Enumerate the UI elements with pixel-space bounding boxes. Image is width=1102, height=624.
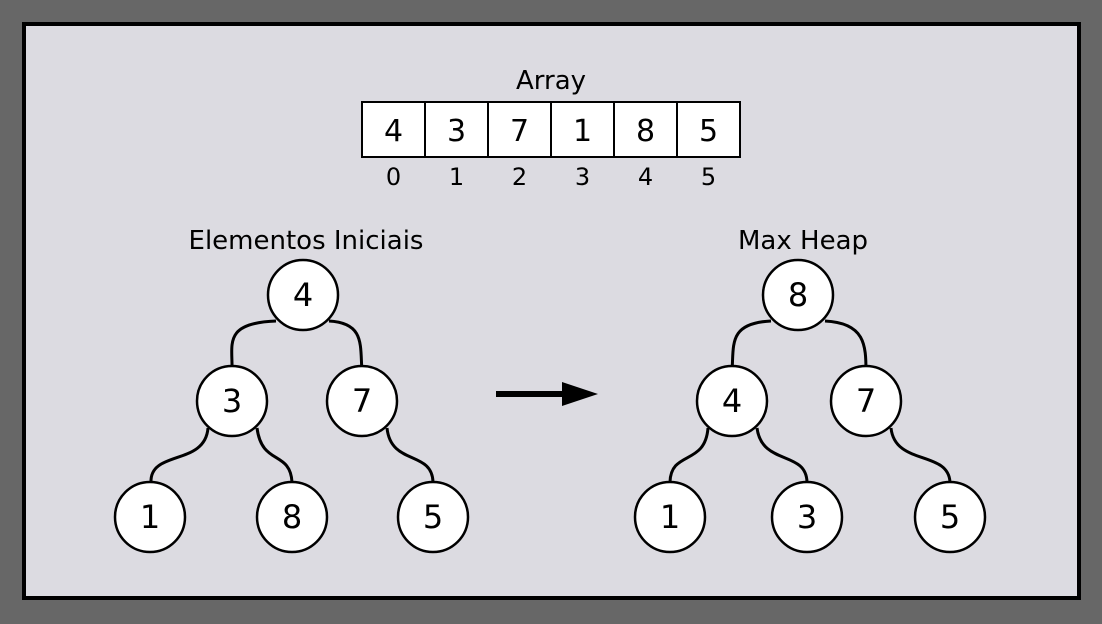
array-index-label: 3 bbox=[575, 163, 590, 191]
tree-node: 3 bbox=[770, 480, 844, 554]
edge-7-5 bbox=[889, 427, 952, 483]
array-cell-value: 4 bbox=[384, 114, 403, 149]
max-heap-edges bbox=[668, 319, 952, 483]
array-cell: 84 bbox=[613, 101, 678, 191]
array-cell-value: 7 bbox=[510, 114, 529, 149]
edge-8-7 bbox=[824, 319, 868, 373]
array-cell-value: 1 bbox=[573, 114, 592, 149]
tree-node-value: 3 bbox=[222, 382, 242, 420]
edge-3-1 bbox=[149, 427, 210, 483]
array-cell: 31 bbox=[424, 101, 489, 191]
max-heap-tree-nodes: 8 4 7 1 3 5 bbox=[633, 258, 987, 554]
tree-node: 8 bbox=[761, 258, 835, 332]
tree-node: 4 bbox=[266, 258, 340, 332]
tree-node: 7 bbox=[829, 364, 903, 438]
array-index-label: 4 bbox=[638, 163, 653, 191]
tree-node-value: 4 bbox=[293, 276, 313, 314]
array-index-label: 2 bbox=[512, 163, 527, 191]
tree-node: 3 bbox=[195, 364, 269, 438]
max-heap-tree-title: Max Heap bbox=[738, 226, 868, 256]
tree-node: 7 bbox=[325, 364, 399, 438]
array-cell: 55 bbox=[676, 101, 741, 191]
edge-4-7 bbox=[328, 319, 364, 373]
edge-8-4 bbox=[730, 319, 772, 372]
array-index-label: 5 bbox=[701, 163, 716, 191]
edge-4-3 bbox=[755, 427, 809, 483]
array-index-label: 1 bbox=[449, 163, 464, 191]
edge-4-3 bbox=[230, 319, 277, 372]
tree-node-value: 5 bbox=[423, 498, 443, 536]
edge-7-5 bbox=[385, 427, 435, 483]
tree-node: 4 bbox=[695, 364, 769, 438]
array-title: Array bbox=[516, 66, 586, 96]
array-index-label: 0 bbox=[386, 163, 401, 191]
initial-tree-nodes: 4 3 7 1 8 5 bbox=[113, 258, 470, 554]
initial-tree-title: Elementos Iniciais bbox=[189, 226, 424, 256]
tree-node-value: 7 bbox=[856, 382, 876, 420]
array-cell-value: 5 bbox=[699, 114, 718, 149]
tree-node-value: 1 bbox=[660, 498, 680, 536]
tree-node-value: 5 bbox=[940, 498, 960, 536]
tree-node-value: 4 bbox=[722, 382, 742, 420]
initial-tree-edges bbox=[149, 319, 435, 483]
array-cell: 40 bbox=[361, 101, 426, 191]
tree-nodes: 4 3 7 1 8 5 8 4 7 1 3 5 bbox=[113, 258, 987, 554]
array-cell: 13 bbox=[550, 101, 615, 191]
tree-node: 1 bbox=[113, 480, 187, 554]
tree-node-value: 7 bbox=[352, 382, 372, 420]
tree-node-value: 8 bbox=[282, 498, 302, 536]
array-cell-value: 3 bbox=[447, 114, 466, 149]
array-cell-value: 8 bbox=[636, 114, 655, 149]
tree-node-value: 8 bbox=[788, 276, 808, 314]
tree-node: 8 bbox=[255, 480, 329, 554]
tree-node: 1 bbox=[633, 480, 707, 554]
tree-node-value: 3 bbox=[797, 498, 817, 536]
tree-node: 5 bbox=[396, 480, 470, 554]
arrow-icon bbox=[496, 382, 598, 406]
tree-node-value: 1 bbox=[140, 498, 160, 536]
edge-4-1 bbox=[668, 427, 710, 483]
tree-node: 5 bbox=[913, 480, 987, 554]
edge-3-8 bbox=[255, 427, 294, 483]
